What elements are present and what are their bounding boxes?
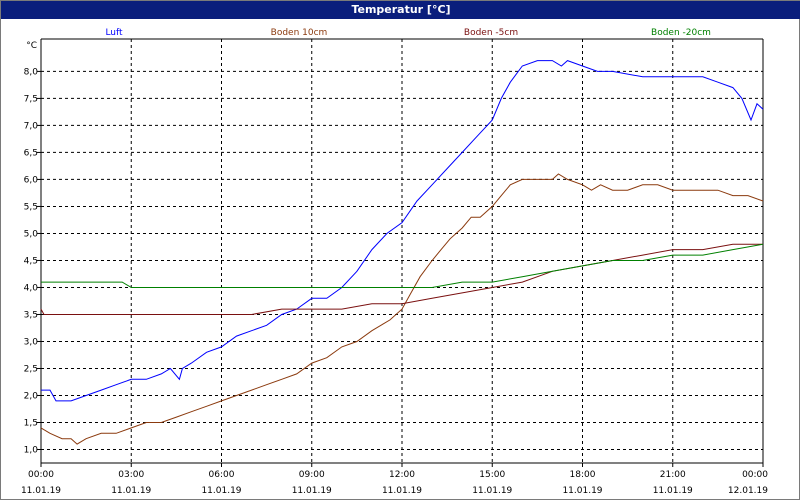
x-tick-time: 00:00	[742, 470, 768, 480]
y-tick-label: 6,0	[24, 175, 39, 185]
y-tick-label: 4,0	[24, 283, 39, 293]
x-tick-time: 09:00	[299, 470, 325, 480]
legend-entry: Boden -20cm	[651, 28, 711, 38]
y-tick-label: 1,5	[24, 418, 38, 428]
y-tick-label: 7,0	[24, 121, 39, 131]
x-tick-date: 11.01.19	[21, 486, 61, 496]
y-tick-label: 7,5	[24, 94, 38, 104]
x-tick-time: 12:00	[389, 470, 415, 480]
x-tick-time: 15:00	[479, 470, 505, 480]
series-lines	[40, 60, 764, 445]
y-tick-label: 2,0	[24, 391, 39, 401]
x-tick-date: 11.01.19	[201, 486, 241, 496]
chart-title: Temperatur [°C]	[1, 1, 800, 19]
x-tick-date: 11.01.19	[292, 486, 332, 496]
y-axis-unit: °C	[26, 41, 37, 51]
y-tick-label: 6,5	[24, 148, 38, 158]
x-tick-time: 03:00	[118, 470, 144, 480]
series-line-luft	[41, 60, 764, 402]
legend-entry: Boden 10cm	[271, 28, 328, 38]
x-tick-date: 11.01.19	[111, 486, 151, 496]
y-tick-labels: 1,0 1,5 2,0 2,5 3,0 3,5 4,0 4,5 5,0 5,5 6,0 6,5 7,0 7…	[24, 67, 39, 455]
x-tick-date: 12.01.19	[728, 486, 768, 496]
y-tick-label: 8,0	[24, 67, 39, 77]
x-tick-date: 11.01.19	[562, 486, 602, 496]
legend-entry: Luft	[105, 28, 123, 38]
y-tick-label: 5,0	[24, 229, 39, 239]
x-tick-time: 21:00	[660, 470, 686, 480]
series-line-boden-5cm	[40, 243, 763, 315]
x-tick-date: 11.01.19	[382, 486, 422, 496]
y-tick-label: 5,5	[24, 202, 38, 212]
x-tick-time: 18:00	[570, 470, 596, 480]
series-line-boden-10cm	[40, 173, 764, 445]
x-tick-date: 11.01.19	[653, 486, 693, 496]
y-tick-label: 3,0	[24, 337, 39, 347]
y-tick-label: 1,0	[24, 445, 39, 455]
x-tick-time: 00:00	[28, 470, 54, 480]
x-tick-labels: 00:00 11.01.19 03:00 11.01.19 06:00 11.01.19 0…	[21, 470, 768, 496]
series-line-boden-20cm	[41, 243, 764, 288]
legend: Luft Boden 10cm Boden -5cm Boden -20cm	[105, 28, 711, 38]
y-tick-label: 4,5	[24, 256, 38, 266]
y-tick-label: 2,5	[24, 364, 38, 374]
x-tick-date: 11.01.19	[472, 486, 512, 496]
legend-entry: Boden -5cm	[464, 28, 518, 38]
x-tick-time: 06:00	[209, 470, 235, 480]
y-tick-label: 3,5	[24, 310, 38, 320]
